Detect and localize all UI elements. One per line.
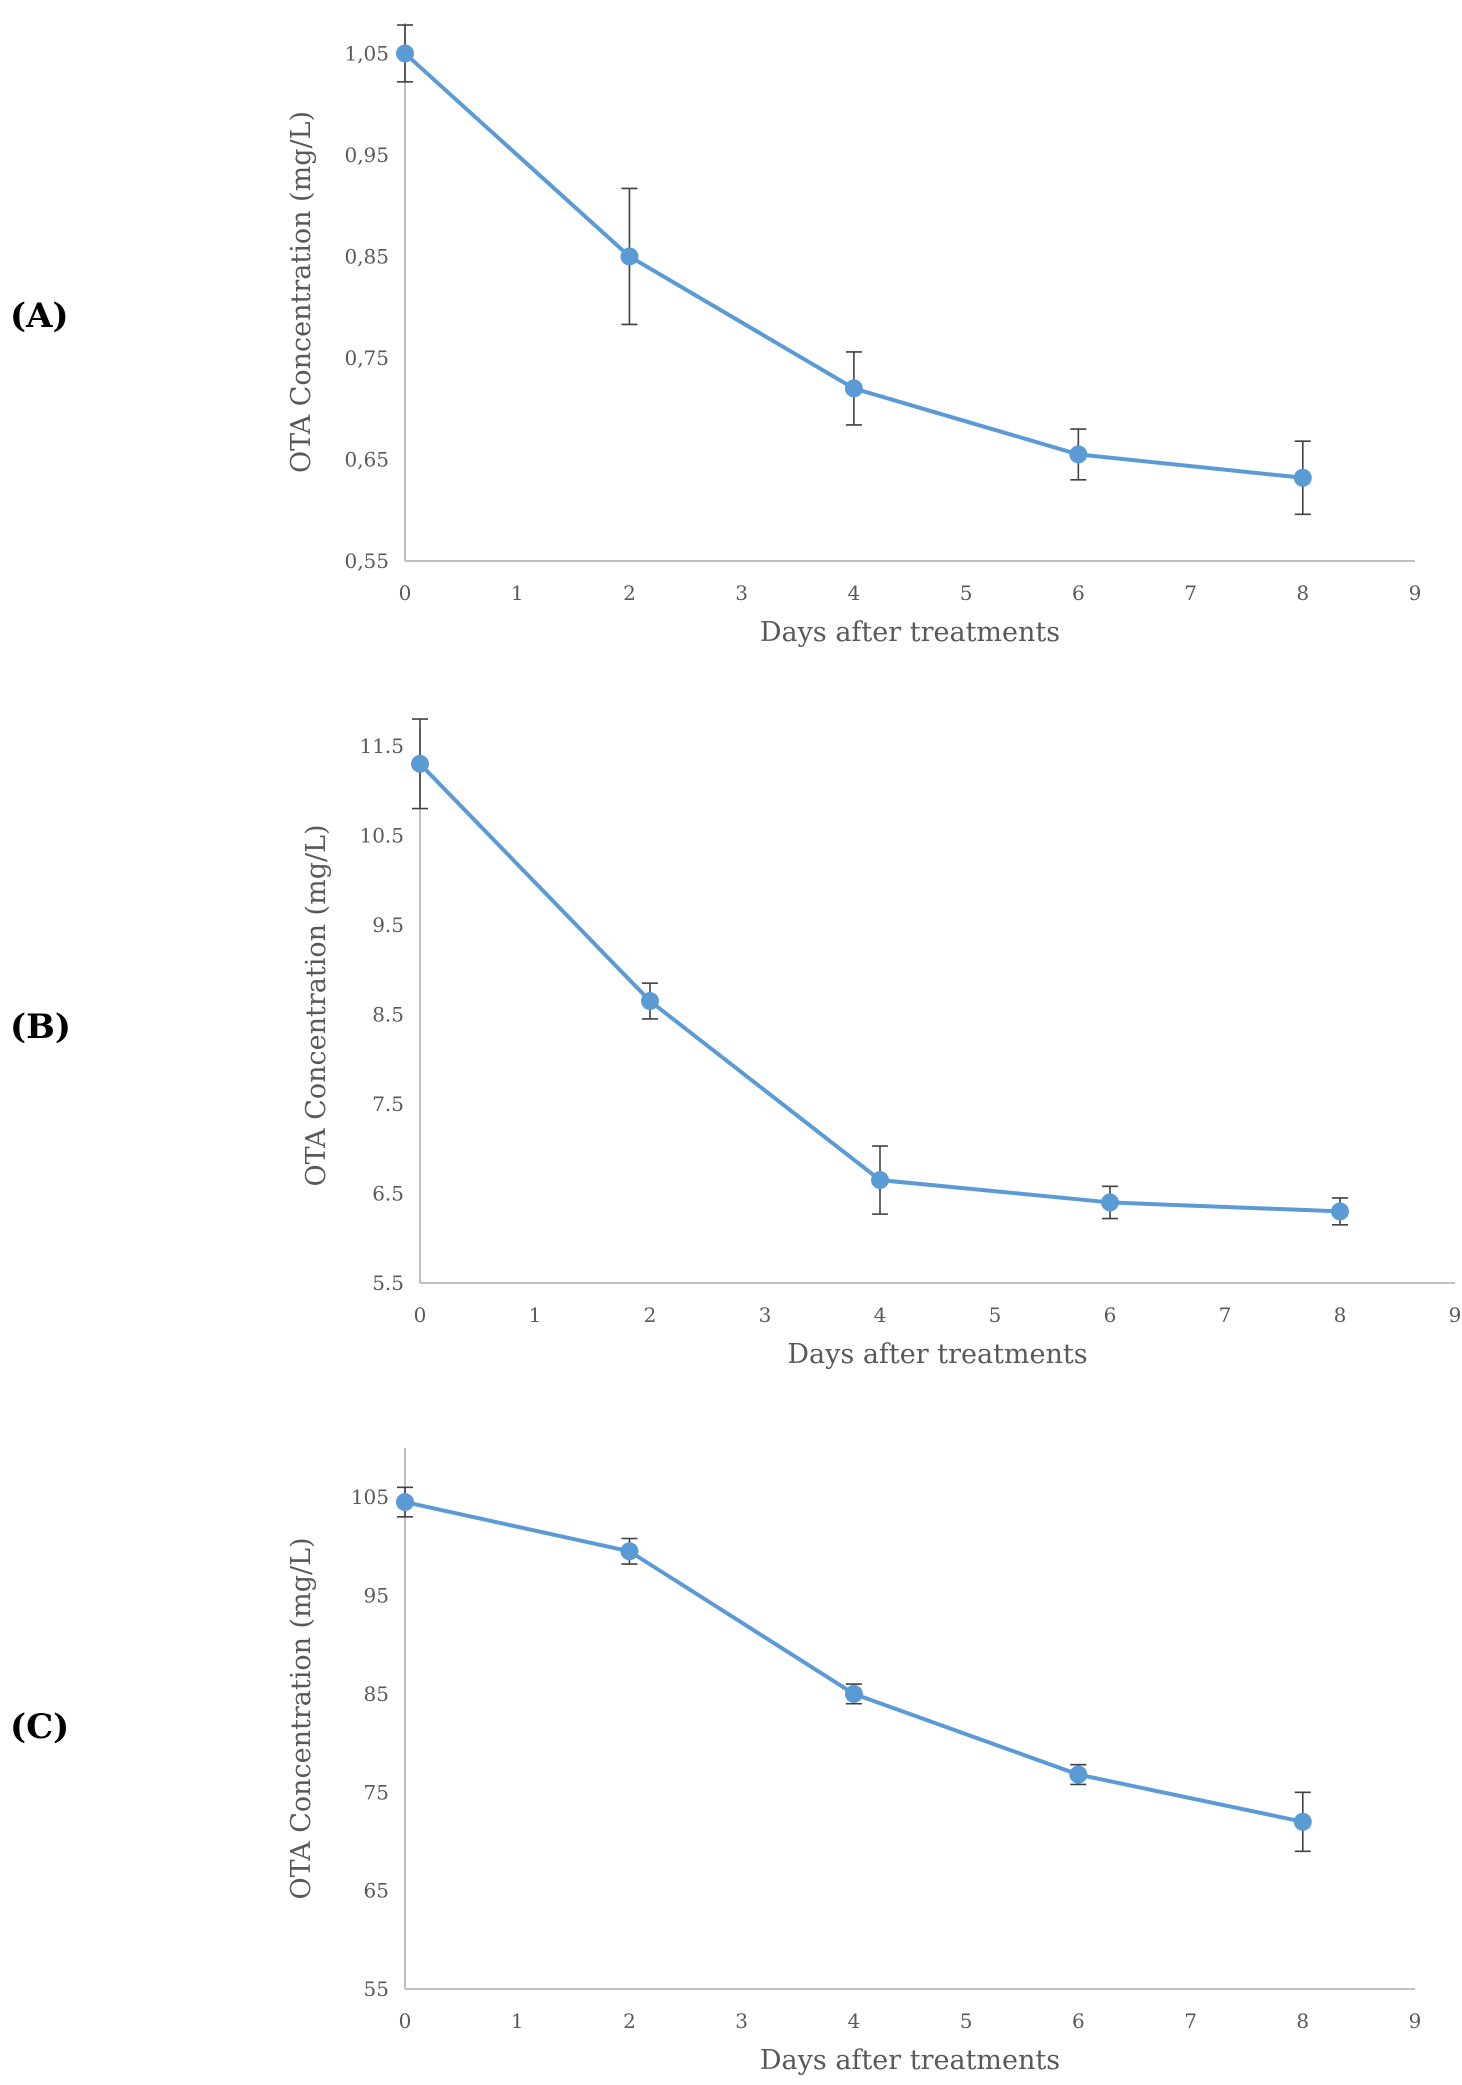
data-point xyxy=(396,1493,414,1512)
y-tick-label: 7.5 xyxy=(372,1092,404,1116)
x-tick-label: 4 xyxy=(848,581,861,605)
x-tick-label: 0 xyxy=(399,581,412,605)
x-tick-label: 4 xyxy=(874,1303,887,1327)
x-axis-title: Days after treatments xyxy=(760,2045,1060,2076)
x-tick-label: 9 xyxy=(1409,581,1422,605)
x-tick-label: 7 xyxy=(1219,1303,1232,1327)
y-tick-label: 0,85 xyxy=(344,244,389,268)
data-point xyxy=(620,1542,639,1561)
chart-c: 0 1 2 3 4 5 6 7 8 9 55 65 75 85 95 105 Days after treatm… xyxy=(286,1448,1422,2076)
y-tick-label: 75 xyxy=(364,1780,389,1804)
x-tick-label: 4 xyxy=(848,2009,861,2033)
y-tick-label: 8.5 xyxy=(372,1002,404,1026)
y-tick-label: 0,95 xyxy=(344,143,389,167)
data-point xyxy=(1069,1765,1088,1784)
x-tick-label: 5 xyxy=(989,1303,1002,1327)
x-tick-label: 1 xyxy=(529,1303,542,1327)
y-tick-label: 65 xyxy=(364,1879,389,1903)
data-point xyxy=(844,1684,863,1703)
y-tick-label: 85 xyxy=(364,1682,389,1706)
x-tick-label: 8 xyxy=(1296,581,1309,605)
y-tick-label: 10.5 xyxy=(359,823,404,847)
data-point xyxy=(844,379,863,398)
series-line xyxy=(404,1500,1304,1824)
data-point xyxy=(411,754,429,773)
y-tick-label: 95 xyxy=(364,1584,389,1608)
data-point xyxy=(1101,1193,1119,1212)
x-tick-label: 2 xyxy=(644,1303,657,1327)
chart-a: 0 1 2 3 4 5 6 7 8 9 0,55 0,65 0,75 0,85 0,95 1,05 Days a… xyxy=(286,23,1422,648)
x-tick-label: 3 xyxy=(735,581,748,605)
data-point xyxy=(641,992,659,1011)
y-tick-label: 0,65 xyxy=(344,447,389,471)
x-axis-title: Days after treatments xyxy=(787,1339,1087,1370)
x-tick-label: 6 xyxy=(1072,2009,1085,2033)
y-tick-label: 0,55 xyxy=(344,549,389,573)
x-tick-label: 5 xyxy=(960,2009,973,2033)
panel-label-c: (C) xyxy=(10,1707,70,1747)
y-tick-label: 1,05 xyxy=(344,41,389,65)
x-tick-label: 1 xyxy=(511,2009,524,2033)
x-tick-label: 9 xyxy=(1449,1303,1462,1327)
x-tick-label: 7 xyxy=(1184,581,1197,605)
y-axis-title: OTA Concentration (mg/L) xyxy=(286,1537,317,1899)
y-tick-label: 55 xyxy=(364,1977,389,2001)
x-tick-label: 8 xyxy=(1334,1303,1347,1327)
data-point xyxy=(1293,1812,1312,1831)
x-tick-label: 6 xyxy=(1072,581,1085,605)
y-tick-label: 6.5 xyxy=(372,1181,404,1205)
x-tick-label: 0 xyxy=(414,1303,427,1327)
data-point xyxy=(620,247,639,266)
data-point xyxy=(1293,468,1312,487)
x-axis-title: Days after treatments xyxy=(760,617,1060,648)
y-tick-label: 9.5 xyxy=(372,913,404,937)
y-tick-label: 11.5 xyxy=(359,734,404,758)
x-tick-label: 3 xyxy=(735,2009,748,2033)
x-tick-label: 3 xyxy=(759,1303,772,1327)
x-tick-label: 0 xyxy=(399,2009,412,2033)
data-point xyxy=(1331,1202,1349,1221)
y-tick-label: 0,75 xyxy=(344,346,389,370)
x-tick-label: 8 xyxy=(1296,2009,1309,2033)
y-axis-title: OTA Concentration (mg/L) xyxy=(301,824,332,1186)
x-tick-label: 9 xyxy=(1409,2009,1422,2033)
x-tick-label: 2 xyxy=(623,2009,636,2033)
y-tick-label: 105 xyxy=(351,1485,389,1509)
series-line xyxy=(418,762,1341,1214)
data-point xyxy=(1069,445,1088,464)
data-point xyxy=(396,44,414,63)
panel-label-b: (B) xyxy=(10,1007,71,1047)
x-tick-label: 2 xyxy=(623,581,636,605)
x-tick-label: 5 xyxy=(960,581,973,605)
chart-b: 0 1 2 3 4 5 6 7 8 9 5.5 6.5 7.5 8.5 9.5 10.5 11.5 Days af… xyxy=(301,718,1462,1370)
x-tick-label: 1 xyxy=(511,581,524,605)
data-point xyxy=(871,1171,889,1190)
x-tick-label: 7 xyxy=(1184,2009,1197,2033)
y-tick-label: 5.5 xyxy=(372,1271,404,1295)
x-tick-label: 6 xyxy=(1104,1303,1117,1327)
y-axis-title: OTA Concentration (mg/L) xyxy=(286,111,317,473)
panel-label-a: (A) xyxy=(10,296,69,336)
